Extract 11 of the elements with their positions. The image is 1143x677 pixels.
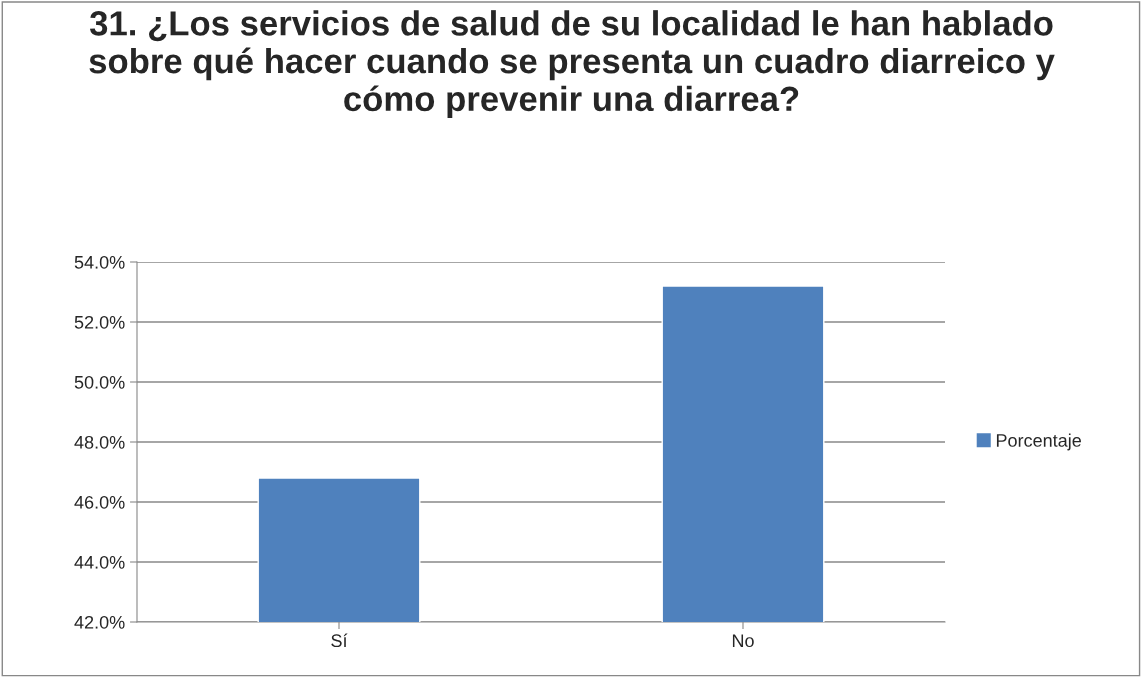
y-tick-label: 52.0% (74, 315, 125, 329)
y-tick-label: 42.0% (74, 615, 125, 629)
y-tick-label: 44.0% (74, 555, 125, 569)
x-tick-label: No (732, 634, 754, 648)
y-tick-label: 48.0% (74, 435, 125, 449)
legend-label: Porcentaje (996, 433, 1081, 451)
chart-title: 31. ¿Los servicios de salud de su localidad le han hablado sobre qué hacer cuando se presenta un cuadro diarreico y cómo prevenir una diarrea? (89, 10, 1055, 119)
y-tick-label: 46.0% (74, 495, 125, 509)
y-tick-label: 50.0% (74, 375, 125, 389)
x-tick-label: Sí (331, 633, 348, 648)
y-tick-label: 54.0% (74, 255, 125, 269)
